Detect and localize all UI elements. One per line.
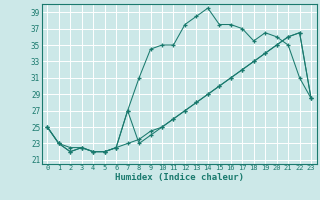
X-axis label: Humidex (Indice chaleur): Humidex (Indice chaleur) bbox=[115, 173, 244, 182]
